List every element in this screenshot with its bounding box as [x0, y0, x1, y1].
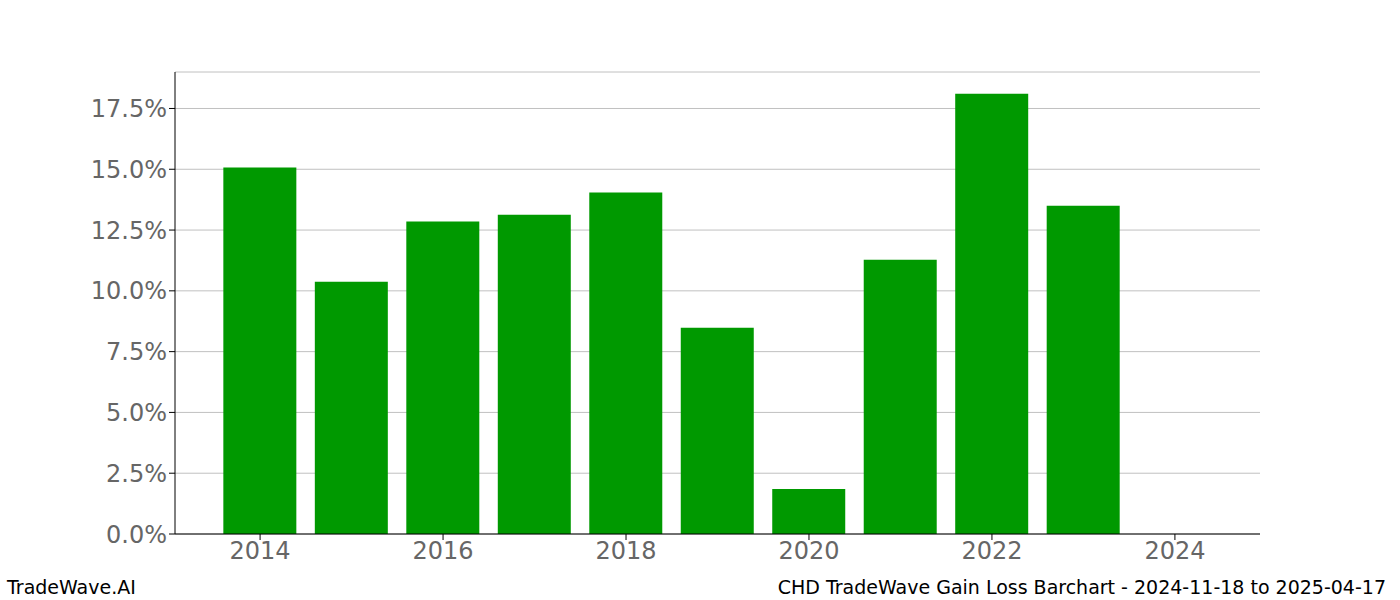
svg-text:10.0%: 10.0%	[91, 277, 167, 305]
svg-text:2014: 2014	[230, 537, 291, 565]
svg-text:2022: 2022	[961, 537, 1022, 565]
html-text:CHD TradeWave Gain Loss Barcha: CHD TradeWave Gain Loss Barchart - 2024-…	[777, 576, 1386, 598]
svg-text:17.5%: 17.5%	[91, 95, 167, 123]
svg-text:2024: 2024	[1144, 537, 1205, 565]
svg-text:5.0%: 5.0%	[106, 399, 167, 427]
svg-text:2016: 2016	[413, 537, 474, 565]
svg-text:7.5%: 7.5%	[106, 338, 167, 366]
svg-text:2018: 2018	[595, 537, 656, 565]
svg-text:12.5%: 12.5%	[91, 217, 167, 245]
html-text:TradeWave.AI: TradeWave.AI	[7, 576, 136, 598]
svg-text:2.5%: 2.5%	[106, 460, 167, 488]
svg-text:2020: 2020	[778, 537, 839, 565]
svg-text:0.0%: 0.0%	[106, 521, 167, 549]
svg-text:15.0%: 15.0%	[91, 156, 167, 184]
